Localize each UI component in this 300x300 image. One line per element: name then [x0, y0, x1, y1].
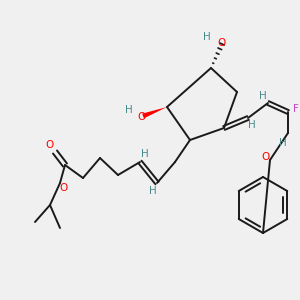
Text: H: H [259, 91, 267, 101]
Text: H: H [149, 186, 157, 196]
Text: O: O [262, 152, 270, 162]
Text: O: O [217, 38, 225, 48]
Text: O: O [45, 140, 53, 150]
Text: H: H [248, 120, 256, 130]
Text: H: H [279, 138, 287, 148]
Text: O: O [60, 183, 68, 193]
Text: O: O [137, 112, 145, 122]
Text: F: F [293, 104, 299, 114]
Polygon shape [142, 107, 167, 118]
Text: H: H [125, 105, 133, 115]
Text: H: H [141, 149, 149, 159]
Text: H: H [203, 32, 211, 42]
